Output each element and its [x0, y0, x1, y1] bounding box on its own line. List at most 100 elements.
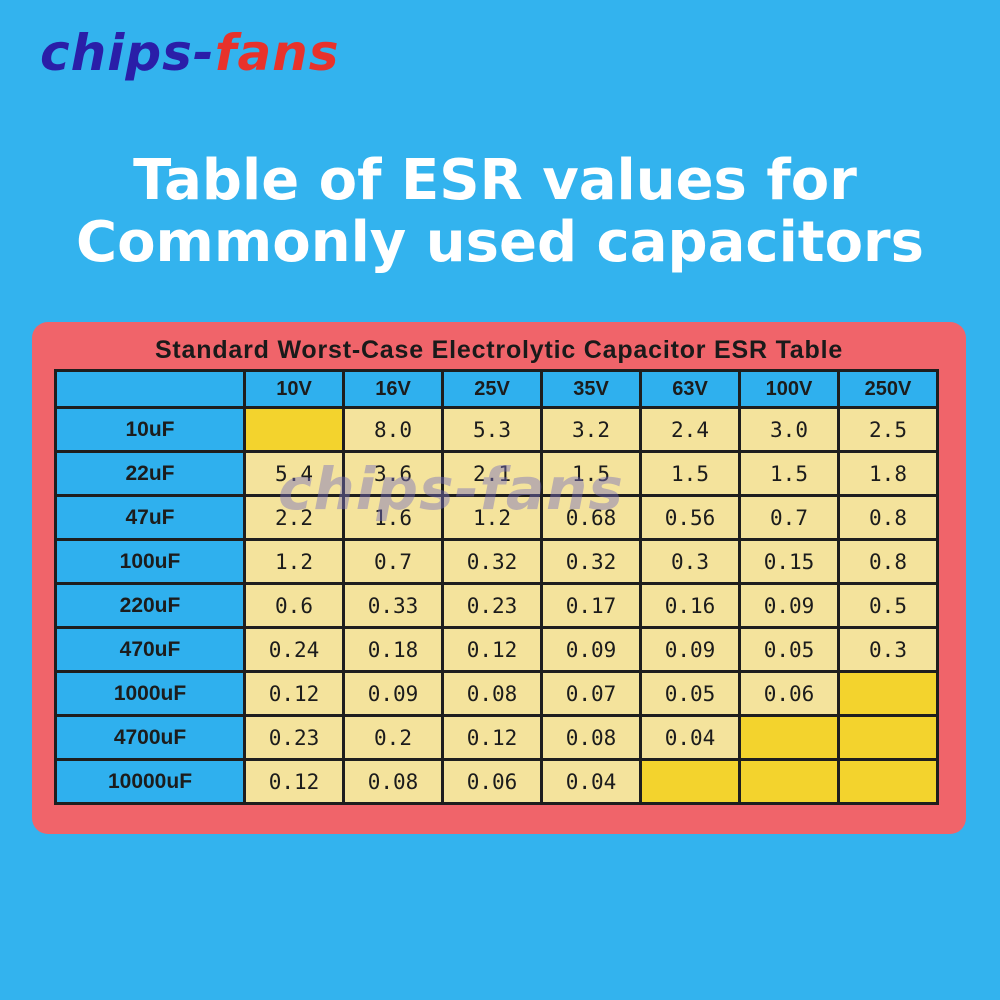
capacitance-label: 10000uF	[54, 758, 246, 805]
capacitance-label: 470uF	[54, 626, 246, 673]
esr-value-cell: 1.5	[738, 450, 840, 497]
esr-value-cell: 0.05	[639, 670, 741, 717]
esr-value-cell: 0.24	[243, 626, 345, 673]
esr-value-cell: 0.08	[441, 670, 543, 717]
esr-value-cell: 0.32	[441, 538, 543, 585]
esr-value-cell: 0.09	[738, 582, 840, 629]
table-row: 47uF 2.2 1.6 1.2 0.68 0.56 0.7 0.8	[54, 494, 939, 541]
esr-value-cell: 0.09	[342, 670, 444, 717]
headline-line-2: Commonly used capacitors	[75, 210, 924, 275]
esr-value-cell: 2.2	[243, 494, 345, 541]
esr-value-cell: 1.8	[837, 450, 939, 497]
capacitance-label: 47uF	[54, 494, 246, 541]
table-row: 10uF 8.0 5.3 3.2 2.4 3.0 2.5	[54, 406, 939, 453]
voltage-header: 10V	[243, 369, 345, 409]
esr-value-cell: 0.6	[243, 582, 345, 629]
esr-value-cell: 0.15	[738, 538, 840, 585]
brand-logo-part2: fans	[214, 24, 340, 82]
voltage-header: 63V	[639, 369, 741, 409]
brand-logo-part1: chips-	[40, 24, 215, 82]
table-row: 10000uF 0.12 0.08 0.06 0.04	[54, 758, 939, 805]
headline: Table of ESR values for Commonly used ca…	[0, 150, 1000, 274]
esr-value-cell: 3.6	[342, 450, 444, 497]
esr-value-cell: 5.3	[441, 406, 543, 453]
esr-value-cell: 2.4	[639, 406, 741, 453]
esr-value-cell: 0.12	[243, 670, 345, 717]
empty-cell	[243, 406, 345, 453]
esr-value-cell: 0.5	[837, 582, 939, 629]
esr-value-cell: 0.8	[837, 494, 939, 541]
esr-value-cell: 0.06	[738, 670, 840, 717]
esr-value-cell: 0.12	[441, 626, 543, 673]
esr-value-cell: 0.23	[243, 714, 345, 761]
esr-table: 10V 16V 25V 35V 63V 100V 250V 10uF 8.0 5.3…	[54, 369, 939, 805]
esr-value-cell: 0.07	[540, 670, 642, 717]
esr-value-cell: 0.7	[738, 494, 840, 541]
capacitance-label: 4700uF	[54, 714, 246, 761]
esr-value-cell: 0.12	[441, 714, 543, 761]
voltage-header: 35V	[540, 369, 642, 409]
esr-value-cell: 0.3	[837, 626, 939, 673]
esr-value-cell: 0.05	[738, 626, 840, 673]
empty-cell	[837, 670, 939, 717]
esr-value-cell: 0.32	[540, 538, 642, 585]
esr-value-cell: 0.18	[342, 626, 444, 673]
headline-line-1: Table of ESR values for	[133, 148, 857, 213]
header-row: 10V 16V 25V 35V 63V 100V 250V	[54, 369, 939, 409]
voltage-header: 250V	[837, 369, 939, 409]
esr-value-cell: 0.33	[342, 582, 444, 629]
esr-table-title: Standard Worst-Case Electrolytic Capacit…	[154, 336, 844, 364]
esr-value-cell: 0.08	[540, 714, 642, 761]
esr-value-cell: 0.04	[639, 714, 741, 761]
voltage-header: 16V	[342, 369, 444, 409]
brand-logo: chips-fans	[40, 28, 340, 78]
esr-value-cell: 1.2	[441, 494, 543, 541]
corner-cell	[54, 369, 246, 409]
esr-value-cell: 0.09	[540, 626, 642, 673]
esr-value-cell: 0.12	[243, 758, 345, 805]
table-row: 470uF 0.24 0.18 0.12 0.09 0.09 0.05 0.3	[54, 626, 939, 673]
esr-value-cell: 0.17	[540, 582, 642, 629]
esr-value-cell: 0.06	[441, 758, 543, 805]
empty-cell	[639, 758, 741, 805]
esr-value-cell: 0.3	[639, 538, 741, 585]
esr-value-cell: 3.0	[738, 406, 840, 453]
table-row: 22uF 5.4 3.6 2.1 1.5 1.5 1.5 1.8	[54, 450, 939, 497]
voltage-header: 100V	[738, 369, 840, 409]
table-row: 1000uF 0.12 0.09 0.08 0.07 0.05 0.06	[54, 670, 939, 717]
capacitance-label: 100uF	[54, 538, 246, 585]
empty-cell	[837, 714, 939, 761]
esr-value-cell: 0.7	[342, 538, 444, 585]
esr-value-cell: 0.16	[639, 582, 741, 629]
esr-value-cell: 0.08	[342, 758, 444, 805]
esr-value-cell: 0.8	[837, 538, 939, 585]
esr-value-cell: 1.6	[342, 494, 444, 541]
empty-cell	[837, 758, 939, 805]
empty-cell	[738, 714, 840, 761]
capacitance-label: 10uF	[54, 406, 246, 453]
esr-value-cell: 2.1	[441, 450, 543, 497]
esr-table-body: 10uF 8.0 5.3 3.2 2.4 3.0 2.5 22uF 5.4 3.6 2.1 1.5 1.…	[54, 406, 939, 805]
esr-value-cell: 5.4	[243, 450, 345, 497]
esr-value-cell: 3.2	[540, 406, 642, 453]
capacitance-label: 1000uF	[54, 670, 246, 717]
esr-value-cell: 2.5	[837, 406, 939, 453]
esr-value-cell: 0.56	[639, 494, 741, 541]
esr-value-cell: 1.5	[540, 450, 642, 497]
esr-value-cell: 8.0	[342, 406, 444, 453]
esr-value-cell: 0.2	[342, 714, 444, 761]
esr-value-cell: 0.23	[441, 582, 543, 629]
table-row: 220uF 0.6 0.33 0.23 0.17 0.16 0.09 0.5	[54, 582, 939, 629]
capacitance-label: 22uF	[54, 450, 246, 497]
voltage-header: 25V	[441, 369, 543, 409]
empty-cell	[738, 758, 840, 805]
esr-value-cell: 0.68	[540, 494, 642, 541]
capacitance-label: 220uF	[54, 582, 246, 629]
esr-table-card: Standard Worst-Case Electrolytic Capacit…	[32, 322, 966, 834]
table-row: 4700uF 0.23 0.2 0.12 0.08 0.04	[54, 714, 939, 761]
table-row: 100uF 1.2 0.7 0.32 0.32 0.3 0.15 0.8	[54, 538, 939, 585]
esr-value-cell: 1.2	[243, 538, 345, 585]
esr-value-cell: 0.04	[540, 758, 642, 805]
esr-value-cell: 1.5	[639, 450, 741, 497]
esr-value-cell: 0.09	[639, 626, 741, 673]
